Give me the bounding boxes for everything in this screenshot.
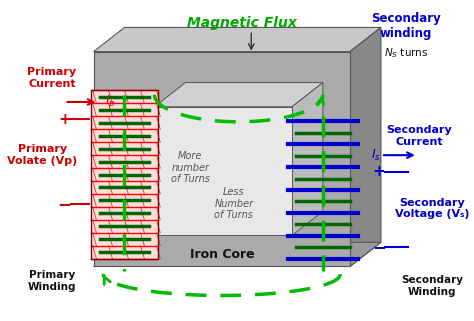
Text: Secondary
Winding: Secondary Winding bbox=[401, 275, 463, 297]
Polygon shape bbox=[93, 52, 350, 266]
Polygon shape bbox=[292, 82, 323, 236]
Text: +: + bbox=[373, 164, 385, 179]
Polygon shape bbox=[155, 82, 323, 107]
Text: More
number
of Turns: More number of Turns bbox=[171, 151, 210, 184]
Text: $N_S$ turns: $N_S$ turns bbox=[384, 47, 428, 60]
Polygon shape bbox=[93, 28, 381, 52]
Text: $I_p$: $I_p$ bbox=[105, 93, 116, 110]
Text: Iron Core: Iron Core bbox=[190, 248, 255, 261]
Text: Primary
Winding: Primary Winding bbox=[27, 270, 76, 292]
Text: Magnetic Flux: Magnetic Flux bbox=[187, 16, 297, 30]
Text: Primary
Current: Primary Current bbox=[27, 67, 76, 89]
Text: Secondary
Voltage (Vₛ): Secondary Voltage (Vₛ) bbox=[395, 198, 469, 219]
Text: −: − bbox=[57, 195, 72, 213]
Text: $I_s$: $I_s$ bbox=[371, 148, 381, 163]
Text: Secondary
Current: Secondary Current bbox=[387, 125, 453, 147]
Text: −: − bbox=[372, 238, 386, 256]
Polygon shape bbox=[350, 28, 381, 266]
Polygon shape bbox=[91, 90, 158, 259]
Text: Less
Number
of Turns: Less Number of Turns bbox=[214, 187, 254, 220]
Text: Primary
Volate (Vp): Primary Volate (Vp) bbox=[7, 144, 77, 166]
Text: Secondary
winding: Secondary winding bbox=[371, 13, 441, 40]
Polygon shape bbox=[93, 242, 381, 266]
Text: +: + bbox=[58, 112, 71, 127]
Polygon shape bbox=[155, 107, 292, 236]
